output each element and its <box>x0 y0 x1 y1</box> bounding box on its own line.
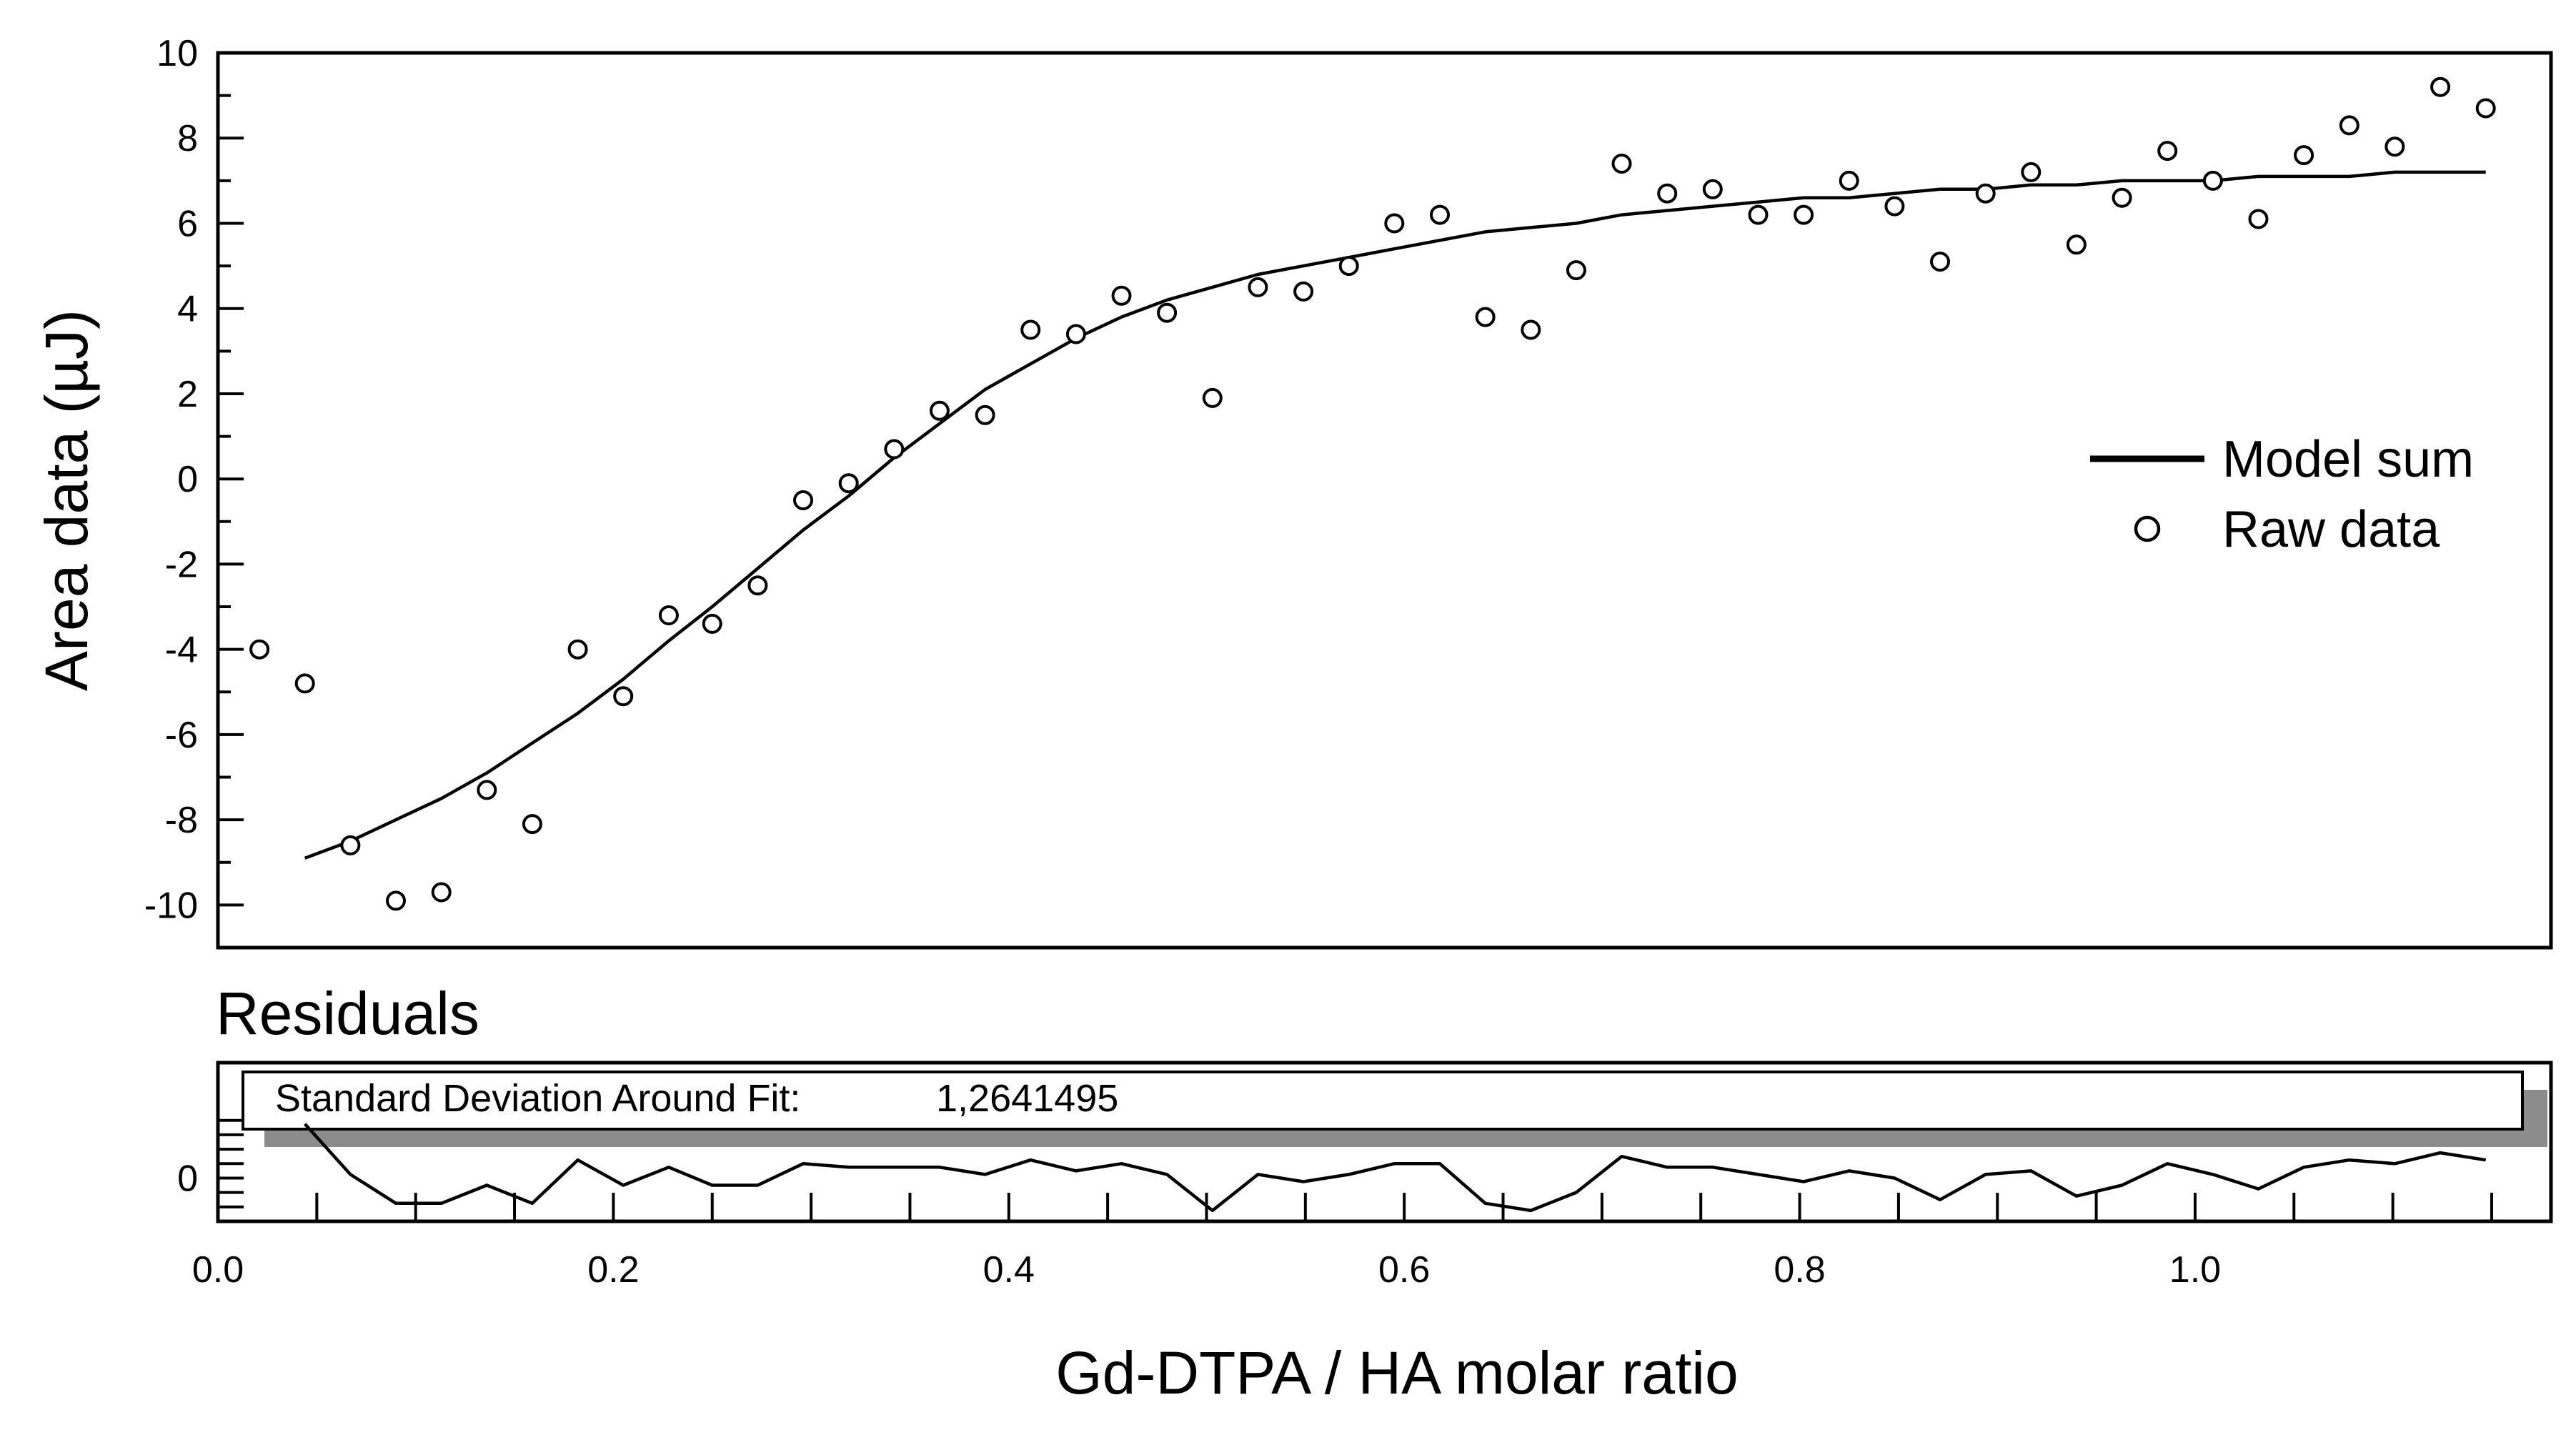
raw-data-point <box>929 400 950 421</box>
raw-data-point <box>793 490 813 510</box>
legend-raw-data-label: Raw data <box>2222 501 2440 558</box>
raw-data-point <box>1338 256 1359 277</box>
raw-data-point <box>1111 285 1132 306</box>
raw-data-point <box>1702 179 1723 199</box>
raw-data-point <box>1611 154 1632 174</box>
raw-data-point <box>702 613 722 634</box>
raw-data-point <box>2384 136 2405 157</box>
raw-data-point <box>1748 204 1769 225</box>
raw-data-point <box>2475 98 2496 119</box>
raw-data-point <box>1475 307 1496 327</box>
raw-data-point <box>567 639 588 660</box>
raw-data-point <box>2157 141 2178 162</box>
raw-data-point <box>884 439 905 460</box>
y-tick-label: 6 <box>177 203 198 244</box>
raw-data-point <box>340 835 361 855</box>
y-tick-label: 2 <box>177 374 198 415</box>
raw-data-point <box>1248 277 1268 297</box>
model-sum-series <box>304 170 2486 860</box>
raw-data-point <box>249 639 270 660</box>
model-sum-line <box>304 170 2486 860</box>
raw-data-point <box>2112 187 2132 208</box>
residuals-x-axis <box>217 1193 2493 1221</box>
raw-data-point <box>1065 324 1086 344</box>
raw-data-point <box>1202 387 1223 408</box>
raw-data-point <box>386 890 406 911</box>
main-y-axis <box>218 51 244 949</box>
y-tick-label: -4 <box>165 630 198 671</box>
residuals-plot-frame <box>216 1061 2553 1223</box>
raw-data-point <box>1020 319 1041 340</box>
x-tick-label: 1.0 <box>2169 1249 2221 1291</box>
raw-data-point <box>613 686 634 707</box>
y-tick-label: -2 <box>165 544 198 585</box>
residuals-title: Residuals <box>216 980 479 1047</box>
raw-data-point <box>431 882 452 903</box>
legend-raw-data-marker <box>2134 515 2161 542</box>
y-tick-label: 10 <box>156 33 198 74</box>
raw-data-point <box>2202 170 2223 191</box>
raw-data-point <box>1794 204 1814 225</box>
y-tick-label: 8 <box>177 118 198 159</box>
raw-data-point <box>1384 213 1405 234</box>
raw-data-point <box>522 814 542 835</box>
raw-data-point <box>2430 76 2451 97</box>
raw-data-point <box>2294 145 2314 166</box>
raw-data-point <box>1930 252 1950 272</box>
y-tick-label: -6 <box>165 715 198 756</box>
raw-data-point <box>1884 196 1905 217</box>
raw-data-point <box>1657 183 1678 204</box>
raw-data-point <box>477 780 497 800</box>
raw-data-point <box>294 673 315 694</box>
raw-data-series <box>249 76 2496 911</box>
x-tick-label: 0.4 <box>983 1249 1035 1291</box>
sd-value: 1,2641495 <box>936 1077 1118 1120</box>
raw-data-point <box>1430 204 1450 225</box>
raw-data-point <box>2339 115 2359 136</box>
raw-data-point <box>2248 209 2269 229</box>
residuals-series <box>304 1123 2487 1213</box>
main-y-tick-labels: 10 8 6 4 2 0 -2 -4 -6 -8 -10 <box>144 33 198 926</box>
residuals-line <box>304 1123 2487 1213</box>
y-tick-label: 0 <box>177 459 198 500</box>
residual-y-tick-label: 0 <box>177 1158 198 1199</box>
raw-data-point <box>1157 302 1178 323</box>
x-tick-label: 0.2 <box>587 1249 639 1291</box>
raw-data-point <box>658 605 679 625</box>
raw-data-point <box>1293 281 1314 302</box>
sd-label: Standard Deviation Around Fit: <box>275 1077 800 1120</box>
raw-data-point <box>1839 170 1859 191</box>
y-tick-label: -10 <box>144 885 198 926</box>
y-tick-label: -8 <box>165 800 198 841</box>
x-tick-labels: 0.0 0.2 0.4 0.6 0.8 1.0 <box>192 1249 2221 1291</box>
legend-model-sum-label: Model sum <box>2222 431 2474 488</box>
raw-data-point <box>747 575 768 596</box>
x-tick-label: 0.8 <box>1774 1249 1825 1291</box>
raw-data-point <box>1521 319 1541 340</box>
y-tick-label: 4 <box>177 289 198 330</box>
x-tick-label: 0.6 <box>1378 1249 1430 1291</box>
sd-box <box>242 1071 2524 1131</box>
y-axis-title: Area data (µJ) <box>33 309 100 691</box>
residuals-y-axis: 0 <box>177 1118 244 1208</box>
raw-data-point <box>1566 260 1586 281</box>
raw-data-point <box>2066 234 2087 255</box>
raw-data-point <box>1975 183 1996 204</box>
x-tick-label: 0.0 <box>192 1249 244 1291</box>
x-axis-title: Gd-DTPA / HA molar ratio <box>1055 1339 1738 1406</box>
legend: Model sum Raw data <box>2090 431 2474 558</box>
raw-data-point <box>975 404 995 425</box>
raw-data-point <box>838 473 859 494</box>
main-plot-frame <box>216 51 2553 950</box>
raw-data-point <box>2021 162 2042 182</box>
